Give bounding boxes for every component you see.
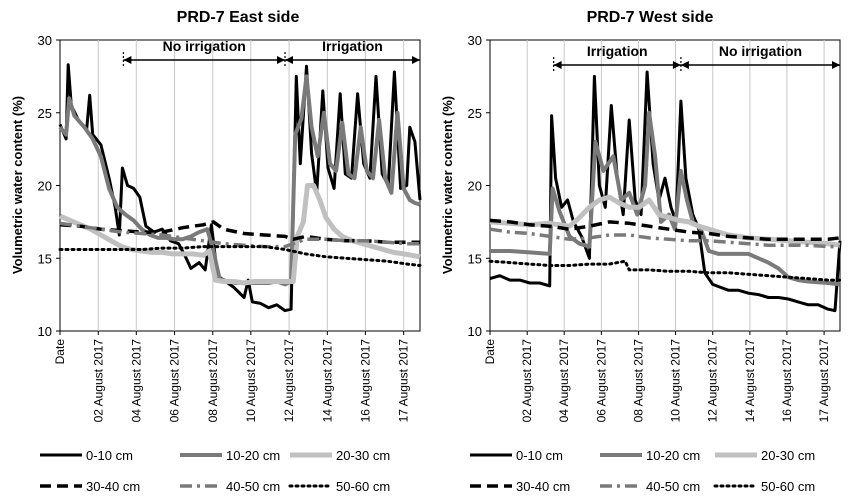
legend-item: 20-30 cm [290,448,390,463]
series-line-50-60cm [488,259,842,282]
legend-item: 10-20 cm [180,448,280,463]
arrowhead-left [553,61,562,69]
y-axis-label: Volumetric water content (%) [10,96,25,274]
series-line-20-30cm [489,194,841,248]
y-tick-label: 30 [468,33,482,48]
legend-label: 20-30 cm [761,448,815,463]
series-line-40-50cm [59,221,420,249]
series-line-10-20cm [58,74,421,287]
arrowhead-right [412,56,420,64]
legend-label: 50-60 cm [336,479,390,494]
x-tick-label: 10 August 2017 [244,339,258,423]
y-tick-label: 10 [468,324,482,339]
arrowhead-left [680,61,689,69]
y-tick-label: 25 [38,106,52,121]
x-tick-label: 06 August 2017 [594,339,608,423]
arrowhead-right [277,56,285,64]
y-tick-label: 20 [38,179,52,194]
legend: 0-10 cm 10-20 cm 20-30 cm 30-40 cm 40-50… [40,448,815,494]
x-tick-label: 14 August 2017 [743,339,757,423]
legend-label: 10-20 cm [226,448,280,463]
x-tick-label: 17 August 2017 [817,339,831,423]
x-tick-label: 06 August 2017 [168,339,182,423]
x-tick-label: Date [53,339,67,365]
annotation-label: No irrigation [719,43,802,59]
series-line-0-10cm [58,63,422,313]
y-tick-label: 30 [38,33,52,48]
series-line-0-10cm [489,70,842,313]
series-line-30-40cm [489,218,841,242]
x-tick-label: 14 August 2017 [320,339,334,423]
annotation-label: No irrigation [163,38,246,54]
arrowhead-right [832,61,840,69]
legend-label: 50-60 cm [761,479,815,494]
arrowhead-left [285,56,293,64]
x-tick-label: 08 August 2017 [206,339,220,423]
legend-item: 40-50 cm [600,479,700,494]
x-tick-label: 02 August 2017 [91,339,105,423]
legend-item: 0-10 cm [40,448,133,463]
chart-title: PRD-7 West side [587,9,714,26]
chart-panel-west: PRD-7 West side Volumetric water content… [440,9,842,423]
x-tick-label: 10 August 2017 [669,339,683,423]
series-line-40-50cm [489,227,840,249]
x-tick-label: 02 August 2017 [520,339,534,423]
y-tick-label: 10 [38,324,52,339]
annotation-label: Irrigation [587,43,648,59]
arrowhead-left [123,56,132,64]
legend-label: 40-50 cm [646,479,700,494]
legend-label: 40-50 cm [226,479,280,494]
x-tick-label: 16 August 2017 [358,339,372,423]
legend-item: 50-60 cm [288,479,390,494]
y-tick-label: 15 [468,251,482,266]
x-tick-label: 12 August 2017 [282,339,296,423]
chart-panel-east: PRD-7 East side Volumetric water content… [10,9,422,423]
y-tick-label: 25 [468,106,482,121]
legend-item: 20-30 cm [715,448,815,463]
annotation-label: Irrigation [322,38,383,54]
x-tick-label: 08 August 2017 [632,339,646,423]
legend-item: 30-40 cm [470,479,570,494]
arrowhead-right [672,61,681,69]
legend-item: 30-40 cm [40,479,140,494]
y-tick-label: 15 [38,251,52,266]
y-axis-label: Volumetric water content (%) [440,96,455,274]
legend-item: 10-20 cm [600,448,700,463]
chart-title: PRD-7 East side [177,9,300,26]
x-tick-label: 04 August 2017 [129,339,143,423]
x-tick-label: 16 August 2017 [780,339,794,423]
series-line-50-60cm [58,245,422,267]
x-tick-label: 04 August 2017 [557,339,571,423]
legend-item: 0-10 cm [470,448,563,463]
legend-item: 40-50 cm [180,479,280,494]
legend-label: 10-20 cm [646,448,700,463]
legend-label: 30-40 cm [516,479,570,494]
series-line-10-20cm [490,110,841,287]
legend-label: 30-40 cm [86,479,140,494]
x-tick-label: Date [483,339,497,365]
y-tick-label: 20 [468,179,482,194]
x-tick-label: 17 August 2017 [397,339,411,423]
x-tick-label: 12 August 2017 [706,339,720,423]
legend-label: 0-10 cm [86,448,133,463]
plot-area [59,39,421,332]
legend-label: 0-10 cm [516,448,563,463]
legend-item: 50-60 cm [713,479,815,494]
legend-label: 20-30 cm [336,448,390,463]
